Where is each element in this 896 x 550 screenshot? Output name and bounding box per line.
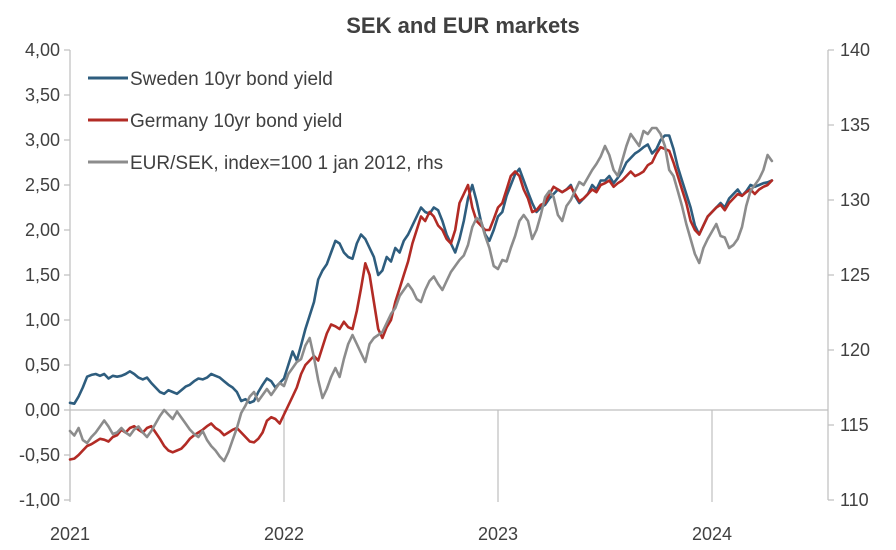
right-tick-label: 125	[840, 265, 870, 285]
left-tick-label: 0,50	[25, 355, 60, 375]
sweden-yield-line	[68, 134, 774, 405]
right-tick-label: 110	[840, 490, 869, 510]
legend-germany-label: Germany 10yr bond yield	[130, 111, 342, 132]
left-tick-label: 2,00	[25, 220, 60, 240]
legend: Sweden 10yr bond yield Germany 10yr bond …	[88, 69, 443, 174]
left-tick-label: -0,50	[19, 445, 60, 465]
left-tick-label: -1,00	[19, 490, 60, 510]
germany-yield-line	[68, 145, 774, 461]
x-tick-label: 2024	[692, 524, 732, 544]
right-tick-label: 130	[840, 190, 870, 210]
axes: -1,00 -0,50 0,00 0,50 1,00 1,50 2,00 2,50 3,00 3,…	[19, 40, 870, 544]
right-tick-label: 120	[840, 340, 870, 360]
legend-sweden-label: Sweden 10yr bond yield	[130, 69, 333, 90]
right-tick-label: 135	[840, 115, 870, 135]
x-tick-label: 2023	[478, 524, 518, 544]
left-tick-label: 2,50	[25, 175, 60, 195]
right-tick-label: 140	[840, 40, 870, 60]
left-tick-label: 4,00	[25, 40, 60, 60]
series-layer	[68, 126, 774, 463]
eursek-line	[68, 126, 774, 463]
x-tick-label: 2022	[264, 524, 304, 544]
right-tick-label: 115	[840, 415, 869, 435]
left-tick-label: 1,00	[25, 310, 60, 330]
left-tick-label: 0,00	[25, 400, 60, 420]
left-tick-label: 3,00	[25, 130, 60, 150]
left-tick-label: 1,50	[25, 265, 60, 285]
x-tick-label: 2021	[50, 524, 90, 544]
chart-title: SEK and EUR markets	[346, 13, 580, 38]
left-tick-label: 3,50	[25, 85, 60, 105]
legend-eursek-label: EUR/SEK, index=100 1 jan 2012, rhs	[130, 153, 443, 174]
